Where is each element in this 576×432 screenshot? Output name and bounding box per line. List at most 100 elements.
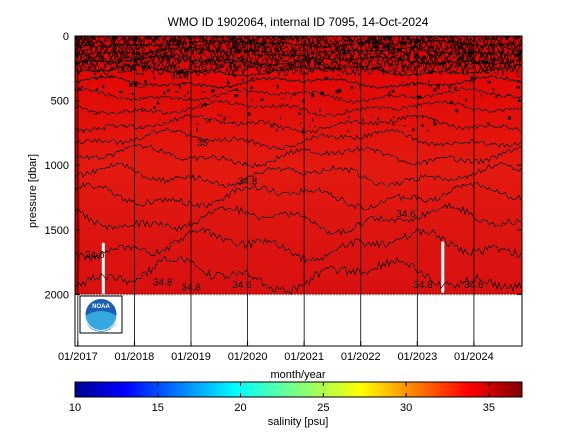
surface-texture <box>315 61 319 64</box>
surface-texture <box>314 125 316 128</box>
surface-texture <box>244 37 246 40</box>
colorbar-tick-label: 35 <box>483 402 495 414</box>
surface-texture <box>115 53 117 55</box>
surface-texture <box>78 46 81 49</box>
surface-texture <box>329 38 331 40</box>
surface-texture <box>414 73 416 75</box>
surface-texture <box>290 96 292 99</box>
surface-texture <box>228 64 231 69</box>
surface-texture <box>81 37 84 40</box>
surface-texture <box>143 86 145 89</box>
surface-texture <box>436 84 440 89</box>
surface-texture <box>146 37 149 40</box>
surface-texture <box>209 55 212 57</box>
surface-texture <box>179 84 181 89</box>
surface-texture <box>137 86 140 88</box>
x-tick-label: 01/2019 <box>171 351 211 363</box>
surface-texture <box>320 91 324 96</box>
data-gap <box>101 242 105 295</box>
surface-texture <box>275 48 279 53</box>
surface-texture <box>362 118 364 122</box>
noaa-logo: NOAA <box>79 295 123 334</box>
surface-texture <box>221 36 224 40</box>
surface-texture <box>119 90 123 94</box>
surface-texture <box>388 91 391 96</box>
surface-texture <box>374 45 377 49</box>
surface-texture <box>391 89 395 93</box>
surface-texture <box>386 36 391 41</box>
surface-texture <box>391 123 395 126</box>
chart-title: WMO ID 1902064, internal ID 7095, 14-Oct… <box>168 15 429 29</box>
surface-texture <box>407 77 410 79</box>
surface-texture <box>126 55 130 59</box>
surface-texture <box>377 60 379 63</box>
surface-texture <box>337 74 340 76</box>
surface-texture <box>444 69 448 71</box>
contour-line <box>75 255 522 296</box>
surface-texture <box>457 57 461 60</box>
x-tick-label: 01/2024 <box>454 351 494 363</box>
x-tick-label: 01/2022 <box>341 351 381 363</box>
surface-texture <box>471 49 474 53</box>
surface-texture <box>263 69 266 72</box>
plot-frame <box>74 35 523 347</box>
surface-texture <box>166 89 170 92</box>
surface-texture <box>512 36 514 39</box>
surface-texture <box>180 75 182 79</box>
surface-texture <box>302 130 305 134</box>
surface-texture <box>81 86 84 88</box>
surface-texture <box>104 128 106 131</box>
surface-texture <box>128 83 133 87</box>
y-tick-label: 1500 <box>45 225 69 237</box>
surface-texture <box>487 80 491 84</box>
x-tick-label: 01/2021 <box>284 351 324 363</box>
surface-texture <box>247 112 251 117</box>
surface-texture <box>131 83 136 85</box>
surface-texture <box>277 36 279 39</box>
surface-texture <box>516 85 520 89</box>
contour-line <box>75 181 522 211</box>
surface-texture <box>507 116 512 120</box>
surface-texture <box>505 36 508 41</box>
surface-texture <box>86 48 89 51</box>
y-tick-label: 500 <box>51 96 69 108</box>
surface-texture <box>292 53 294 56</box>
surface-texture <box>392 116 395 118</box>
contour-label: 34.8 <box>413 280 433 291</box>
surface-texture <box>302 99 304 103</box>
surface-texture <box>196 127 198 132</box>
x-tick-label: 01/2017 <box>58 351 98 363</box>
surface-texture <box>92 38 96 40</box>
surface-texture <box>94 77 98 80</box>
x-tick-label: 01/2020 <box>228 351 268 363</box>
data-gap <box>441 241 445 294</box>
contour-line <box>75 226 522 264</box>
surface-texture <box>318 109 321 112</box>
surface-texture <box>130 93 135 95</box>
surface-texture <box>273 121 276 125</box>
surface-texture <box>249 86 253 90</box>
surface-texture <box>401 81 404 83</box>
surface-texture <box>177 99 180 101</box>
surface-texture <box>83 129 85 134</box>
surface-texture <box>199 45 202 49</box>
surface-texture <box>454 86 457 91</box>
surface-texture <box>300 122 302 125</box>
surface-texture <box>433 122 437 126</box>
surface-texture <box>469 82 471 85</box>
contour-label: 35.2 <box>170 71 190 82</box>
surface-texture <box>371 114 374 117</box>
surface-texture <box>90 61 92 65</box>
surface-texture <box>367 38 371 42</box>
surface-texture <box>272 36 274 39</box>
surface-texture <box>220 114 223 117</box>
contour-line <box>75 44 522 59</box>
surface-texture <box>501 44 505 47</box>
surface-texture <box>106 39 109 42</box>
colorbar-tick-label: 25 <box>317 402 329 414</box>
surface-texture <box>421 37 424 41</box>
surface-texture <box>223 116 226 121</box>
surface-texture <box>117 37 119 41</box>
contour-line <box>75 202 522 236</box>
surface-texture <box>186 72 188 77</box>
